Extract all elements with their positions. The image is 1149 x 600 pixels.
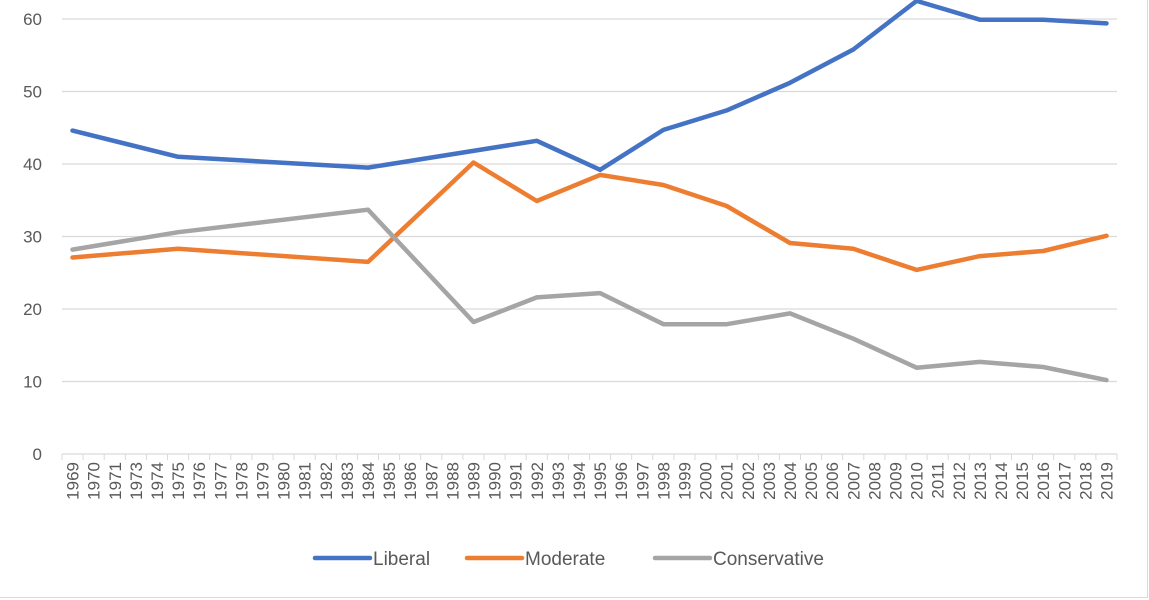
x-axis-tick-labels: 1969 1970 1971 1973 1974 1975 1976 1977 1978 1979… [64,462,1117,500]
y-tick-label-30: 30 [23,228,42,247]
x-tick-label-2010: 2010 [908,462,927,500]
x-tick-label-2005: 2005 [802,462,821,500]
x-tick-label-1985: 1985 [380,462,399,500]
x-tick-label-1980: 1980 [275,462,294,500]
y-tick-label-10: 10 [23,373,42,392]
x-tick-label-1995: 1995 [591,462,610,500]
x-tick-label-2008: 2008 [865,462,884,500]
gridlines [62,18,1117,383]
y-axis-tick-labels: 0 10 20 30 40 50 60 [23,10,42,464]
x-tick-label-1975: 1975 [169,462,188,500]
axes [61,453,1118,460]
legend: Liberal Moderate Conservative [312,549,824,570]
x-tick-label-1992: 1992 [528,462,547,500]
x-tick-label-1993: 1993 [549,462,568,500]
x-tick-label-1994: 1994 [570,462,589,500]
x-tick-label-1983: 1983 [338,462,357,500]
legend-label-liberal: Liberal [373,549,430,570]
x-tick-label-2012: 2012 [950,462,969,500]
legend-label-moderate: Moderate [525,549,605,570]
y-tick-label-50: 50 [23,83,42,102]
series-line-conservative [70,207,1109,383]
x-tick-label-1981: 1981 [296,462,315,500]
x-tick-label-2018: 2018 [1076,462,1095,500]
x-tick-label-2019: 2019 [1097,462,1116,500]
y-tick-label-60: 60 [23,10,42,29]
x-tick-label-1998: 1998 [654,462,673,500]
x-tick-label-1996: 1996 [612,462,631,500]
y-tick-label-0: 0 [33,445,42,464]
x-tick-label-2017: 2017 [1055,462,1074,500]
x-tick-label-1989: 1989 [464,462,483,500]
legend-label-conservative: Conservative [713,549,824,570]
x-tick-label-1970: 1970 [85,462,104,500]
x-tick-label-1978: 1978 [232,462,251,500]
x-tick-label-2013: 2013 [971,462,990,500]
x-tick-label-2014: 2014 [992,462,1011,500]
series-line-moderate [70,160,1109,273]
x-tick-label-2007: 2007 [844,462,863,500]
x-tick-label-2015: 2015 [1013,462,1032,500]
x-tick-label-1984: 1984 [359,462,378,500]
x-tick-label-1987: 1987 [422,462,441,500]
x-tick-label-1990: 1990 [486,462,505,500]
x-tick-label-2000: 2000 [697,462,716,500]
x-tick-label-1986: 1986 [401,462,420,500]
x-tick-label-1969: 1969 [64,462,83,500]
y-tick-label-20: 20 [23,300,42,319]
x-tick-label-2001: 2001 [718,462,737,500]
x-tick-label-1991: 1991 [507,462,526,500]
x-tick-label-1997: 1997 [633,462,652,500]
x-tick-label-2011: 2011 [929,462,948,499]
x-tick-label-2016: 2016 [1034,462,1053,500]
x-tick-label-1977: 1977 [211,462,230,500]
x-tick-label-1971: 1971 [106,462,125,500]
x-tick-label-2003: 2003 [760,462,779,500]
x-tick-label-2009: 2009 [886,462,905,500]
x-tick-label-1976: 1976 [190,462,209,500]
x-tick-label-2006: 2006 [823,462,842,500]
x-tick-label-1974: 1974 [148,462,167,500]
x-tick-label-1982: 1982 [317,462,336,500]
x-tick-label-1979: 1979 [253,462,272,500]
series-lines [70,0,1109,383]
x-tick-label-2002: 2002 [739,462,758,500]
y-tick-label-40: 40 [23,155,42,174]
x-tick-label-1973: 1973 [127,462,146,500]
x-tick-label-2004: 2004 [781,462,800,500]
x-tick-label-1999: 1999 [675,462,694,500]
x-tick-label-1988: 1988 [443,462,462,500]
series-line-liberal [70,0,1109,173]
